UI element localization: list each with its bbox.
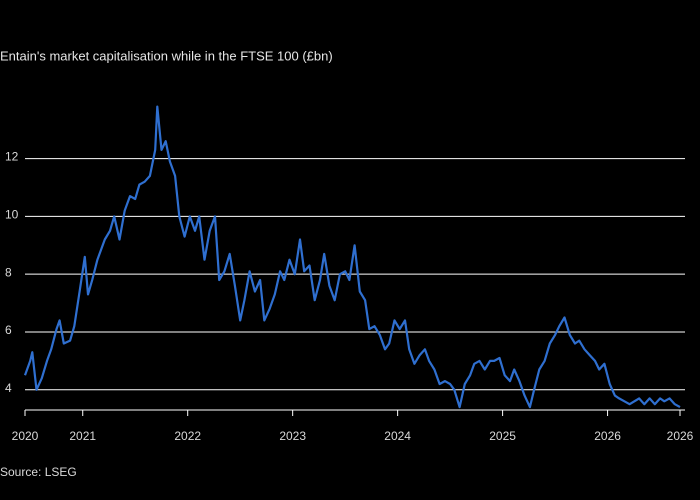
y-tick-label: 12 bbox=[5, 150, 19, 164]
chart-title: Entain's market capitalisation while in … bbox=[0, 48, 333, 63]
source-note: Source: LSEG bbox=[0, 465, 77, 479]
x-tick-label: 2025 bbox=[489, 429, 516, 443]
y-tick-label: 10 bbox=[5, 208, 19, 222]
x-tick-label: 2026 bbox=[594, 429, 621, 443]
x-tick-label: 2021 bbox=[69, 429, 96, 443]
x-tick-label: 2022 bbox=[174, 429, 201, 443]
x-tick-label: 2024 bbox=[384, 429, 411, 443]
x-tick-label: 2023 bbox=[279, 429, 306, 443]
y-tick-label: 6 bbox=[5, 323, 12, 337]
y-tick-label: 8 bbox=[5, 265, 12, 279]
line-series bbox=[23, 105, 681, 409]
y-tick-label: 4 bbox=[5, 381, 12, 395]
x-tick-label: 2020 bbox=[12, 429, 39, 443]
x-tick-label: 2026 bbox=[667, 429, 694, 443]
